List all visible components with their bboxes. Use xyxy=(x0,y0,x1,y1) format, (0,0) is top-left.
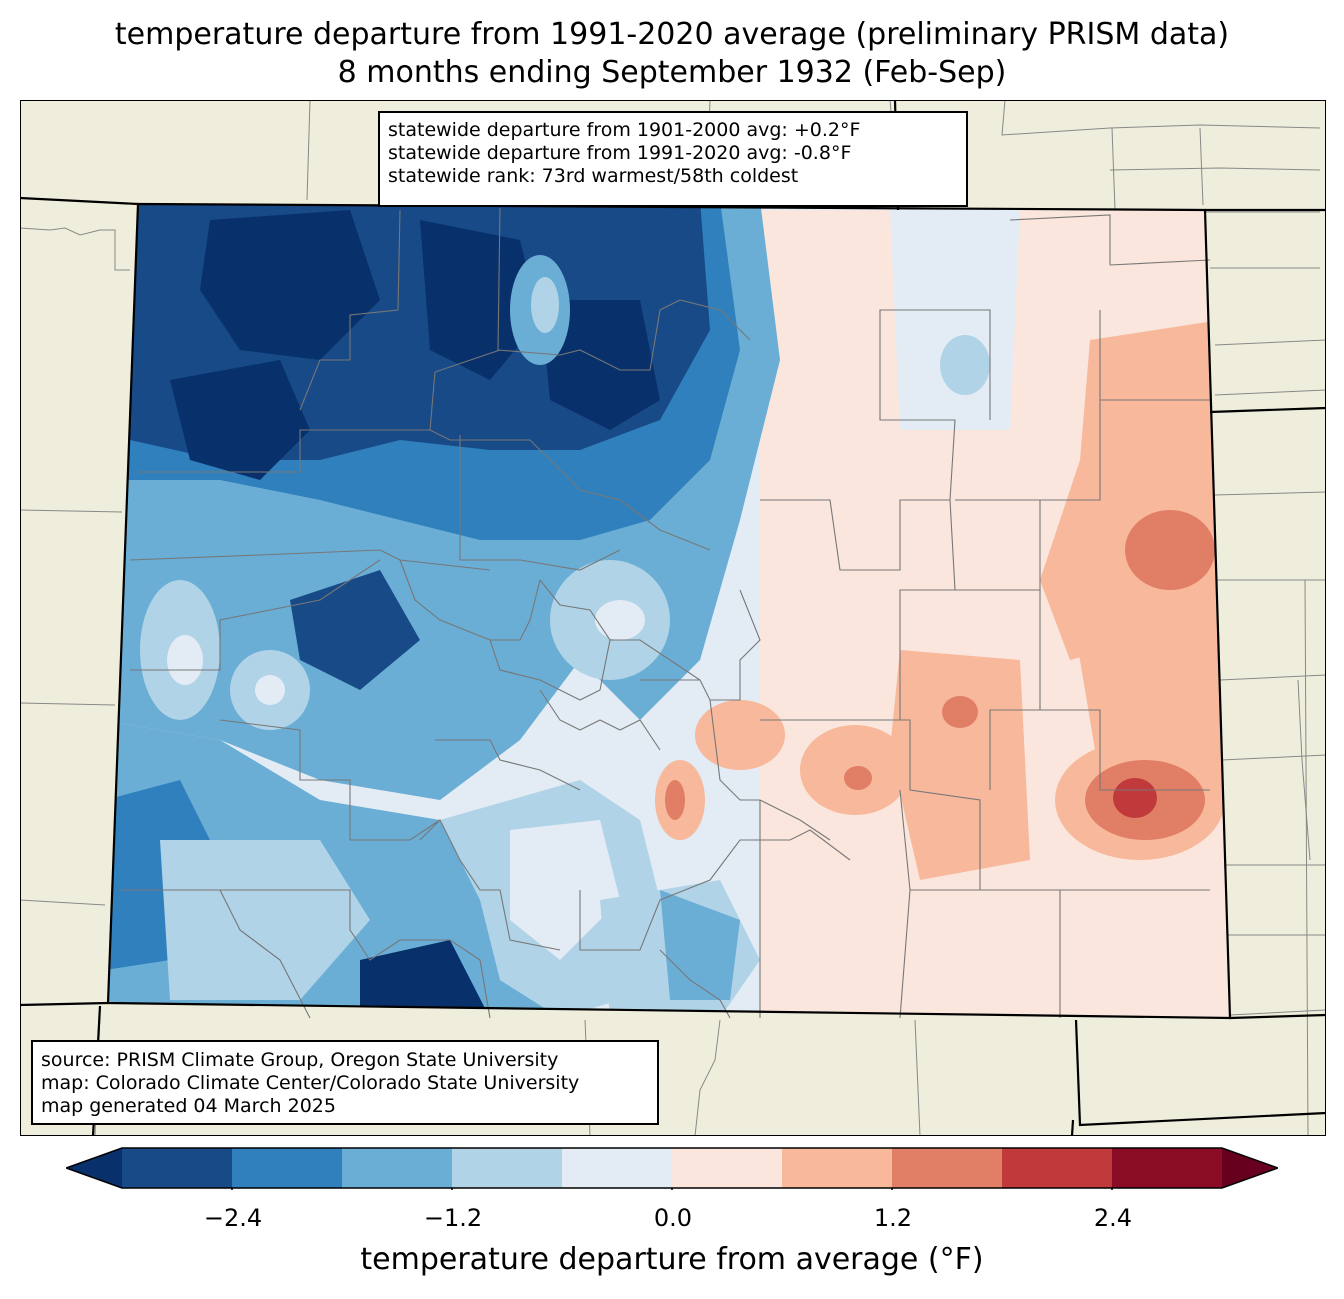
colorbar-tick-label: −1.2 xyxy=(423,1204,483,1232)
county-lines xyxy=(120,207,1211,1019)
temperature-departure-map xyxy=(20,100,1326,1136)
colorbar-segment xyxy=(672,1148,783,1188)
colorbar-segment xyxy=(1112,1148,1223,1188)
colorbar-segment xyxy=(1002,1148,1113,1188)
colorbar-segment xyxy=(782,1148,893,1188)
credits-line-3: map generated 04 March 2025 xyxy=(41,1095,336,1117)
credits-box: source: PRISM Climate Group, Oregon Stat… xyxy=(31,1040,659,1125)
colorbar-segment xyxy=(562,1148,673,1188)
colorbar-segment xyxy=(452,1148,563,1188)
colorbar-tick-label: 1.2 xyxy=(873,1204,913,1232)
stats-line-2: statewide departure from 1991-2020 avg: … xyxy=(388,142,852,164)
colorbar-tick-label: 2.4 xyxy=(1093,1204,1133,1232)
stats-line-3: statewide rank: 73rd warmest/58th coldes… xyxy=(388,165,799,187)
credits-line-2: map: Colorado Climate Center/Colorado St… xyxy=(41,1072,580,1094)
colorbar-segment xyxy=(122,1148,233,1188)
colorbar-outline xyxy=(66,1147,1278,1189)
statewide-stats-box: statewide departure from 1901-2000 avg: … xyxy=(378,111,968,207)
colorbar-extend-low xyxy=(66,1148,122,1188)
colorbar-tick-label: 0.0 xyxy=(653,1204,693,1232)
stats-line-1: statewide departure from 1901-2000 avg: … xyxy=(388,119,861,141)
temperature-field xyxy=(108,204,1230,1018)
colorbar-tick-label: −2.4 xyxy=(203,1204,263,1232)
map-title-line-1: temperature departure from 1991-2020 ave… xyxy=(114,17,1230,52)
colorbar-segment xyxy=(342,1148,453,1188)
colorbar-segment xyxy=(892,1148,1003,1188)
colorbar-segment xyxy=(232,1148,343,1188)
colorbar xyxy=(66,1147,1278,1190)
colorbar-extend-high xyxy=(1222,1148,1278,1188)
credits-line-1: source: PRISM Climate Group, Oregon Stat… xyxy=(41,1049,559,1071)
map-title-line-2: 8 months ending September 1932 (Feb-Sep) xyxy=(337,55,1007,90)
colorbar-label: temperature departure from average (°F) xyxy=(360,1242,984,1277)
